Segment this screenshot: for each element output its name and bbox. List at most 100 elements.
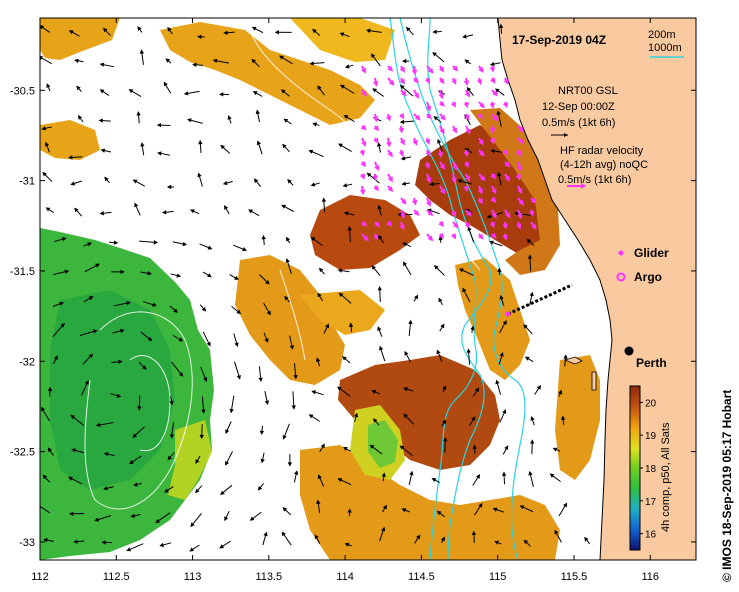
- velocity-arrow: [142, 301, 157, 307]
- velocity-arrow: [372, 418, 380, 426]
- velocity-arrow: [526, 238, 535, 246]
- velocity-arrow: [192, 62, 204, 67]
- velocity-arrow: [169, 422, 175, 439]
- velocity-arrow: [287, 454, 293, 467]
- velocity-arrow: [197, 34, 205, 39]
- velocity-arrow: [99, 89, 110, 96]
- sst-mid-warm: [235, 255, 345, 385]
- hf-radar-arrow: [425, 197, 432, 207]
- hf-radar-arrow: [374, 161, 380, 172]
- velocity-arrow: [52, 322, 65, 338]
- velocity-arrow: [433, 265, 445, 276]
- velocity-arrow: [283, 118, 292, 125]
- contour-layer: [84, 29, 481, 510]
- colorbar-tick-label: 20: [645, 398, 657, 409]
- velocity-arrow: [433, 116, 442, 123]
- hf-radar-arrow: [439, 185, 446, 195]
- velocity-arrow: [71, 448, 84, 454]
- velocity-arrow: [293, 470, 299, 483]
- velocity-arrow: [134, 202, 141, 216]
- velocity-arrow: [109, 240, 119, 245]
- velocity-arrow: [138, 361, 147, 370]
- velocity-arrow: [471, 530, 477, 543]
- hf-radar-arrow: [530, 221, 537, 230]
- velocity-arrow: [190, 513, 202, 528]
- velocity-arrow: [251, 26, 264, 34]
- velocity-arrow: [68, 476, 83, 485]
- velocity-arrow: [282, 423, 290, 440]
- lon-axis: 112 112.5 113 113.5 114 114.5 115 115.5 116: [31, 18, 659, 583]
- velocity-arrow: [68, 155, 83, 160]
- velocity-arrow: [519, 505, 534, 513]
- sst-nw-warm: [40, 18, 120, 60]
- hf-radar-arrow: [424, 137, 431, 145]
- velocity-arrow: [224, 510, 230, 522]
- hf-radar-arrow: [502, 233, 508, 241]
- velocity-arrow: [440, 536, 445, 544]
- velocity-arrow: [170, 273, 182, 278]
- hf-radar-arrow: [387, 65, 394, 72]
- velocity-arrow: [252, 91, 263, 97]
- velocity-arrow: [285, 236, 291, 244]
- velocity-arrow: [126, 543, 144, 552]
- argo-legend-marker: [616, 272, 626, 282]
- garden-island: [591, 371, 597, 391]
- velocity-arrow: [111, 269, 125, 275]
- velocity-arrow: [317, 474, 325, 487]
- velocity-arrow: [129, 455, 142, 465]
- hf-radar-arrow: [517, 197, 524, 206]
- velocity-arrow: [231, 306, 242, 315]
- velocity-arrow: [165, 58, 172, 64]
- hf-radar-arrow: [465, 125, 471, 135]
- sst-ne-warm: [470, 108, 560, 275]
- velocity-arrow: [257, 483, 265, 491]
- hf-radar-arrow: [452, 221, 459, 229]
- velocity-arrow: [260, 452, 265, 464]
- velocity-arrow: [370, 53, 381, 67]
- velocity-arrow: [310, 236, 323, 247]
- hf-radar-arrow: [517, 209, 523, 220]
- velocity-arrow: [128, 89, 142, 98]
- velocity-arrow: [498, 352, 504, 365]
- velocity-arrow: [432, 29, 442, 35]
- velocity-arrow: [371, 390, 381, 395]
- hf-radar-arrow: [439, 77, 445, 85]
- velocity-arrow: [291, 391, 296, 410]
- velocity-arrow: [549, 473, 561, 483]
- hf-radar-arrow: [425, 173, 432, 184]
- hf-radar-arrow: [464, 221, 470, 229]
- velocity-arrow: [501, 471, 507, 485]
- hf-radar-arrow: [425, 149, 431, 157]
- hf-radar-arrow: [373, 233, 379, 241]
- velocity-arrow: [74, 58, 84, 63]
- hf-radar-arrow: [413, 209, 420, 217]
- velocity-arrow: [408, 470, 414, 485]
- hf-radar-arrow: [411, 65, 418, 76]
- velocity-arrow: [496, 110, 502, 127]
- lat-tick-label: -31: [19, 176, 35, 188]
- velocity-arrow: [137, 395, 142, 411]
- sst-coast-warm: [455, 258, 530, 380]
- hf-radar-arrow: [399, 65, 405, 73]
- velocity-arrow: [282, 507, 292, 516]
- velocity-arrow: [558, 389, 563, 397]
- velocity-arrow: [256, 140, 263, 155]
- hf-radar-arrow: [438, 232, 445, 239]
- velocity-arrow: [308, 414, 320, 422]
- argo-legend: Argo: [616, 270, 662, 284]
- velocity-arrow: [169, 305, 178, 313]
- velocity-arrow: [502, 445, 509, 455]
- velocity-arrow: [308, 149, 324, 158]
- velocity-arrow: [219, 92, 230, 97]
- hf-radar-arrow: [489, 137, 496, 145]
- velocity-arrow: [343, 115, 355, 123]
- velocity-arrow: [259, 425, 265, 436]
- velocity-arrow: [499, 294, 505, 306]
- hf-radar-arrow: [451, 173, 457, 184]
- velocity-arrow: [464, 59, 471, 65]
- velocity-arrow: [136, 111, 141, 124]
- velocity-arrow: [40, 503, 50, 514]
- velocity-arrow: [289, 335, 294, 350]
- velocity-arrow: [293, 363, 298, 380]
